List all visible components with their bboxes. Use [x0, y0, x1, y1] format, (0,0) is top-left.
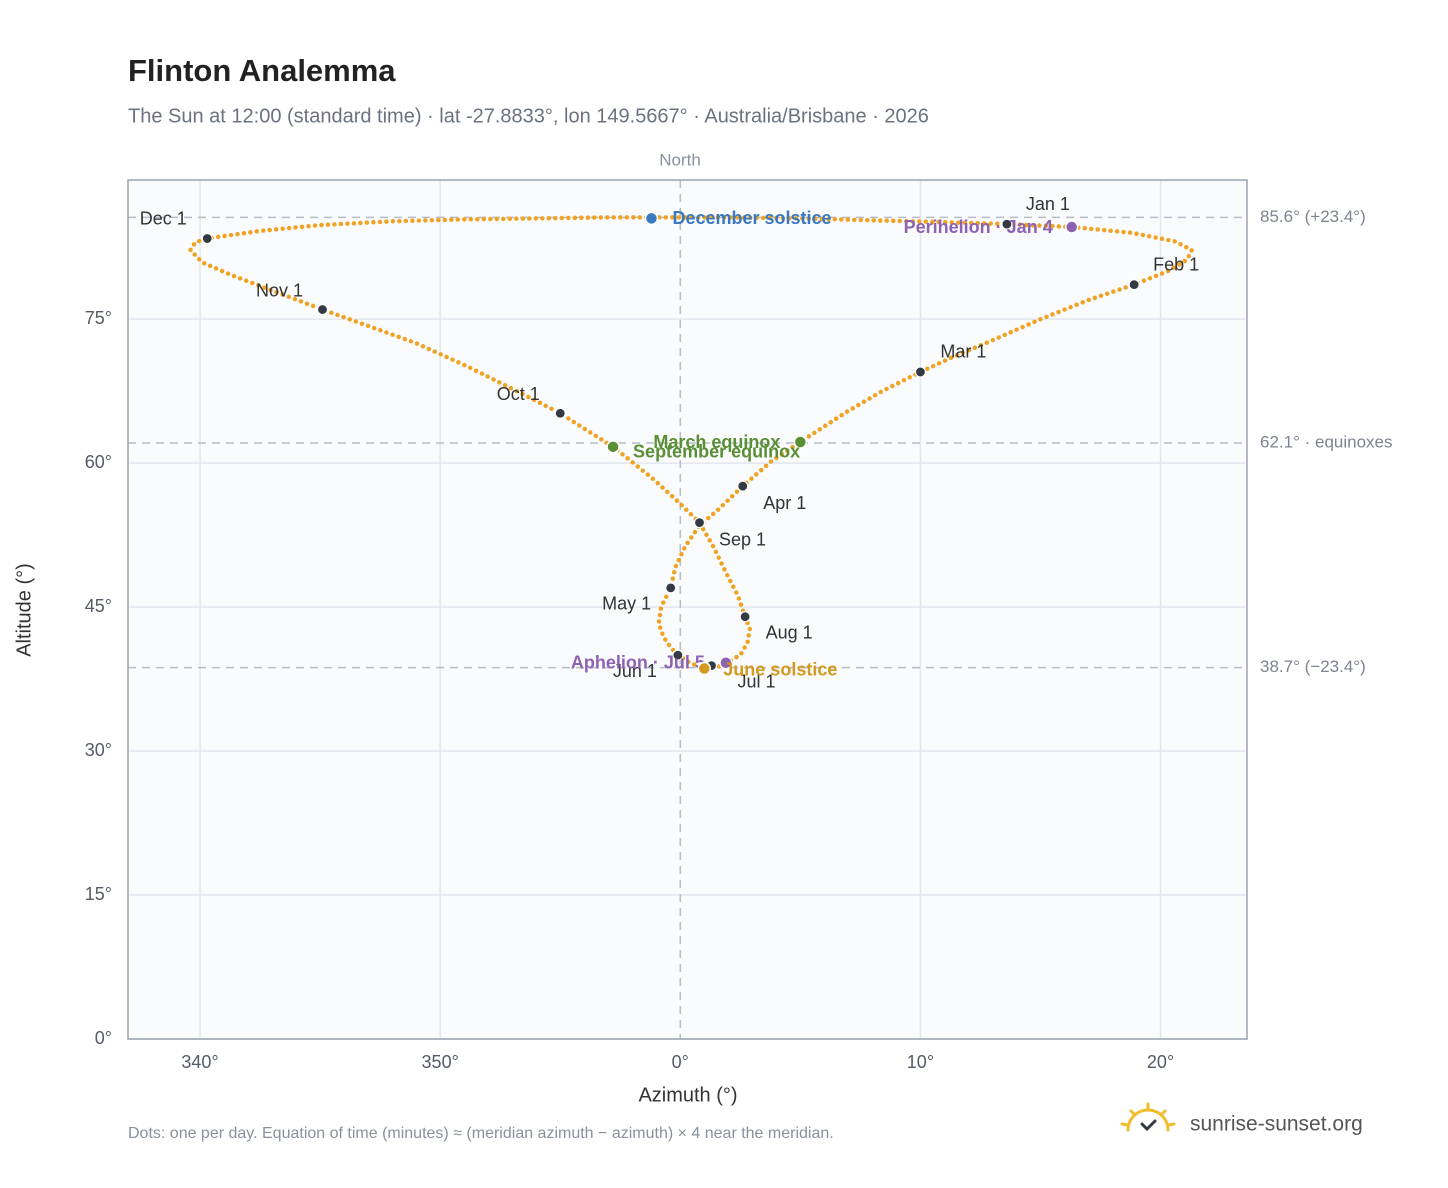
event-label: December solstice [672, 208, 831, 228]
footnote: Dots: one per day. Equation of time (min… [128, 1125, 834, 1142]
month-label: Jun 1 [613, 661, 657, 681]
chart-title: Flinton Analemma [128, 53, 396, 88]
reference-label: 62.1° · equinoxes [1260, 432, 1393, 451]
logo-icon [1120, 1102, 1176, 1132]
chart-subtitle: The Sun at 12:00 (standard time) · lat -… [128, 105, 929, 127]
month-marker [914, 366, 927, 378]
x-tick-label: 350° [422, 1052, 459, 1072]
x-tick-label: 0° [672, 1052, 689, 1072]
month-marker [554, 407, 566, 419]
month-label: Mar 1 [940, 342, 986, 362]
month-label: Apr 1 [763, 493, 806, 513]
event-label: June solstice [723, 659, 837, 679]
y-tick-label: 75° [85, 308, 112, 328]
month-label: Jan 1 [1026, 194, 1070, 214]
month-label: Jul 1 [737, 671, 775, 691]
month-marker [316, 303, 329, 316]
event-marker [644, 211, 659, 226]
x-tick-label: 10° [907, 1052, 934, 1072]
month-label: May 1 [602, 594, 651, 614]
reference-label: 85.6° (+23.4°) [1260, 207, 1366, 226]
month-label: Oct 1 [497, 384, 540, 404]
event-marker [1064, 220, 1079, 234]
month-marker [1001, 218, 1013, 230]
plot-frame [127, 179, 1248, 1040]
y-axis-title: Altitude (°) [13, 563, 35, 657]
x-tick-label: 340° [181, 1052, 218, 1072]
event-label: September equinox [633, 442, 800, 462]
month-label: Dec 1 [140, 208, 187, 228]
month-label: Aug 1 [766, 622, 813, 642]
y-tick-label: 0° [95, 1028, 112, 1048]
reference-label: 38.7° (−23.4°) [1260, 657, 1366, 676]
x-axis-title: Azimuth (°) [638, 1084, 737, 1106]
y-tick-label: 15° [85, 884, 112, 904]
event-label: Perihelion · Jan 4 [904, 217, 1053, 237]
event-label: March equinox [653, 432, 780, 452]
plot-area [128, 180, 1247, 1039]
event-marker [697, 661, 712, 676]
month-marker [665, 582, 677, 594]
month-marker [739, 611, 751, 623]
month-marker [693, 517, 706, 529]
event-label: Aphelion · Jul 5 [571, 653, 705, 673]
month-marker [737, 480, 749, 492]
daily-sun-dots [187, 215, 1195, 671]
logo-text: sunrise-sunset.org [1190, 1113, 1363, 1136]
month-label: Nov 1 [256, 280, 303, 300]
month-marker [1128, 279, 1140, 291]
plot-layer: Jan 1 Feb 1 Mar 1 Apr 1 May 1 Jun 1 Jul 1 Aug 1… [128, 180, 1247, 1040]
event-marker [719, 656, 733, 670]
x-tick-label: 20° [1147, 1052, 1174, 1072]
month-marker [672, 649, 684, 661]
top-annotation: North [659, 150, 701, 169]
month-label: Sep 1 [719, 529, 766, 549]
event-marker [606, 440, 620, 454]
y-tick-label: 60° [85, 452, 112, 472]
month-label: Feb 1 [1153, 254, 1199, 274]
y-tick-label: 30° [85, 740, 112, 760]
month-marker [201, 232, 213, 245]
y-tick-label: 45° [85, 596, 112, 616]
event-marker [793, 435, 808, 449]
